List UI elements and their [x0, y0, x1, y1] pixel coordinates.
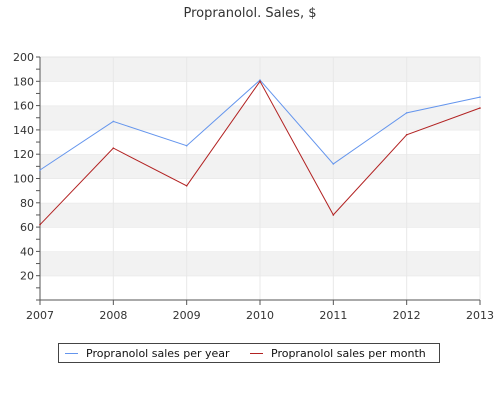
y-tick-label: 100	[13, 173, 34, 186]
y-tick-label: 140	[13, 124, 34, 137]
legend-item-series-2: Propranolol sales per month	[250, 347, 426, 360]
x-tick-label: 2010	[246, 309, 274, 322]
y-tick-label: 20	[20, 270, 34, 283]
x-tick-label: 2013	[466, 309, 494, 322]
legend-item-series-1: Propranolol sales per year	[65, 347, 230, 360]
x-tick-label: 2011	[319, 309, 347, 322]
legend-swatch-series-1	[65, 352, 78, 354]
y-tick-label: 80	[20, 197, 34, 210]
legend-label-series-1: Propranolol sales per year	[86, 347, 230, 360]
y-tick-label: 200	[13, 51, 34, 64]
x-tick-label: 2009	[173, 309, 201, 322]
series-2-point	[405, 133, 408, 136]
series-1-point	[259, 79, 261, 81]
series-1-point	[332, 163, 335, 165]
series-2-point	[185, 184, 188, 187]
x-tick-label: 2012	[393, 309, 421, 322]
x-tick-label: 2008	[99, 309, 127, 322]
legend-label-series-2: Propranolol sales per month	[271, 347, 426, 360]
y-tick-label: 60	[20, 221, 34, 234]
series-1-point	[39, 169, 41, 171]
chart-legend: Propranolol sales per year Propranolol s…	[58, 343, 440, 363]
chart-title: Propranolol. Sales, $	[183, 6, 317, 21]
series-2-point	[479, 107, 481, 109]
series-1-point	[112, 120, 115, 123]
y-tick-label: 160	[13, 100, 34, 113]
series-1-point	[185, 144, 188, 147]
series-2-point	[259, 80, 261, 83]
series-2-point	[39, 223, 41, 226]
series-2-point	[332, 214, 335, 216]
series-2-point	[112, 147, 115, 149]
legend-swatch-series-2	[250, 352, 263, 354]
y-tick-label: 180	[13, 75, 34, 88]
series-1-point	[405, 112, 408, 114]
x-tick-label: 2007	[26, 309, 54, 322]
y-tick-label: 40	[20, 245, 34, 258]
y-tick-label: 120	[13, 148, 34, 161]
series-1-point	[479, 96, 481, 98]
